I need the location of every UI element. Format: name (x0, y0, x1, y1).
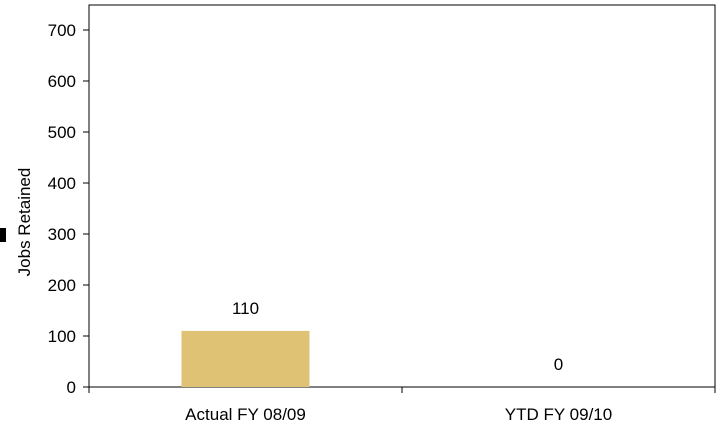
plot-area-frame (88, 4, 716, 388)
y-tick-label: 600 (48, 72, 76, 91)
y-tick-label: 300 (48, 225, 76, 244)
y-tick-label: 100 (48, 327, 76, 346)
y-axis-title: Jobs Retained (15, 168, 34, 277)
y-tick-label: 700 (48, 21, 76, 40)
data-label: 110 (232, 299, 259, 318)
y-axis: 0 100 200 300 400 500 600 700 (48, 21, 89, 397)
bars (181, 330, 310, 387)
data-labels: 110 0 (232, 299, 563, 374)
bar (181, 330, 310, 387)
y-tick-label: 0 (67, 378, 76, 397)
y-tick-label: 200 (48, 276, 76, 295)
y-tick-label: 500 (48, 123, 76, 142)
x-axis: Actual FY 08/09 YTD FY 09/10 (88, 387, 716, 424)
y-tick-label: 400 (48, 174, 76, 193)
left-edge-marker (0, 228, 6, 242)
data-label: 0 (554, 355, 563, 374)
x-tick-label: Actual FY 08/09 (185, 405, 306, 424)
x-tick-label: YTD FY 09/10 (505, 405, 612, 424)
